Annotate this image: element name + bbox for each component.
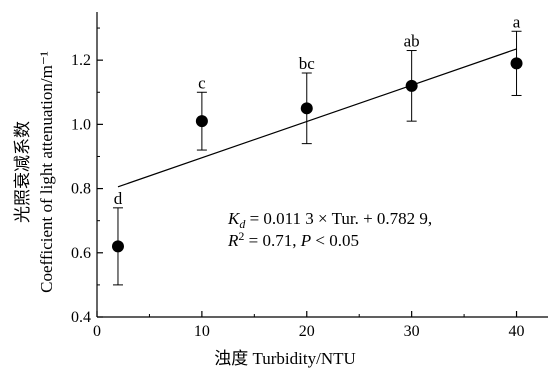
data-point	[300, 102, 313, 115]
y-tick-label: 0.8	[71, 181, 91, 198]
data-points	[111, 57, 523, 253]
data-point	[510, 57, 523, 70]
significance-label: a	[513, 12, 521, 31]
x-tick-label: 0	[93, 323, 101, 340]
x-ticks: 0 10 20 30 40	[93, 311, 525, 340]
data-point	[195, 115, 208, 128]
y-tick-label: 0.4	[71, 309, 91, 326]
x-tick-label: 20	[299, 323, 315, 340]
fit-line	[117, 48, 517, 188]
significance-label: d	[114, 189, 123, 208]
significance-label: bc	[299, 54, 316, 73]
y-tick-label: 1.2	[71, 52, 91, 69]
y-tick-label: 0.6	[71, 245, 91, 262]
fit-line-group	[117, 48, 517, 188]
y-ticks: 0.4 0.6 0.8 1.0 1.2	[71, 27, 103, 326]
y-axis-title-cn: 光照衰减系数	[13, 121, 32, 223]
x-axis-title: 浊度 Turbidity/NTU	[214, 349, 356, 368]
y-tick-label: 1.0	[71, 116, 91, 133]
data-point	[111, 240, 124, 253]
data-point	[405, 79, 418, 92]
x-tick-label: 40	[509, 323, 525, 340]
significance-label: ab	[404, 32, 420, 51]
axes	[96, 12, 548, 318]
regression-equation: Kd = 0.011 3 × Tur. + 0.782 9,	[227, 209, 432, 231]
x-tick-label: 10	[194, 323, 210, 340]
significance-labels: d c bc ab a	[114, 12, 521, 208]
y-axis-title-en: Coefficient of light attenuation/m⁻¹	[37, 51, 56, 293]
x-tick-label: 30	[404, 323, 420, 340]
significance-label: c	[198, 73, 206, 92]
regression-stats: R2 = 0.71, P < 0.05	[227, 229, 359, 250]
